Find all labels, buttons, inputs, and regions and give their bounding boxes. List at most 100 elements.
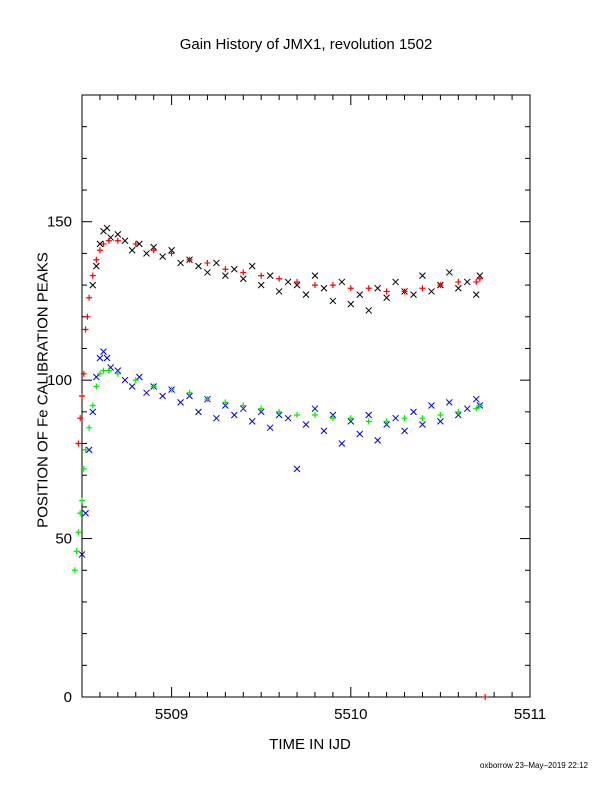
data-point bbox=[374, 437, 382, 444]
data-point bbox=[455, 408, 462, 415]
data-point bbox=[437, 417, 444, 425]
x-tick-label: 5509 bbox=[155, 706, 188, 723]
data-point bbox=[132, 240, 139, 247]
data-point bbox=[410, 291, 417, 298]
data-point bbox=[100, 348, 107, 355]
data-point bbox=[293, 465, 301, 473]
data-point bbox=[476, 275, 483, 282]
data-point bbox=[365, 411, 373, 419]
data-point bbox=[419, 272, 426, 279]
y-tick-label: 50 bbox=[55, 531, 72, 548]
data-point bbox=[401, 415, 408, 422]
data-point bbox=[186, 256, 193, 263]
data-point bbox=[463, 278, 471, 286]
data-point bbox=[284, 278, 292, 286]
data-point bbox=[121, 237, 129, 245]
data-point bbox=[275, 288, 283, 295]
data-point bbox=[96, 240, 104, 248]
data-point bbox=[347, 415, 354, 422]
data-point bbox=[419, 421, 426, 428]
chart-title: Gain History of JMX1, revolution 1502 bbox=[179, 36, 433, 53]
data-point bbox=[92, 262, 100, 270]
data-point bbox=[472, 291, 480, 298]
data-point bbox=[473, 278, 480, 285]
data-point bbox=[177, 259, 184, 267]
data-point bbox=[93, 383, 100, 390]
data-point bbox=[96, 247, 103, 254]
data-point bbox=[79, 393, 85, 399]
data-point bbox=[100, 367, 107, 374]
data-point bbox=[329, 297, 337, 305]
data-point bbox=[96, 354, 104, 362]
data-point bbox=[284, 414, 292, 422]
data-point bbox=[276, 275, 283, 282]
data-point bbox=[86, 424, 93, 431]
data-point bbox=[293, 281, 301, 289]
data-point bbox=[401, 288, 408, 295]
data-point bbox=[204, 396, 211, 403]
data-point bbox=[392, 278, 399, 286]
data-point bbox=[121, 376, 129, 384]
data-point bbox=[329, 411, 337, 419]
data-point bbox=[383, 421, 390, 428]
data-point bbox=[86, 294, 93, 301]
data-point bbox=[222, 272, 229, 279]
data-point bbox=[230, 411, 238, 419]
x-tick-label: 5510 bbox=[334, 706, 367, 723]
data-point bbox=[80, 370, 87, 377]
data-point bbox=[93, 256, 100, 263]
series-3 bbox=[71, 367, 483, 574]
data-point bbox=[294, 278, 301, 285]
data-point bbox=[454, 284, 462, 292]
data-point bbox=[428, 288, 435, 295]
data-point bbox=[428, 402, 435, 409]
data-point bbox=[150, 247, 157, 254]
data-point bbox=[84, 313, 91, 320]
data-point bbox=[248, 262, 256, 270]
data-point bbox=[248, 417, 256, 425]
data-point bbox=[347, 417, 355, 425]
data-point bbox=[419, 285, 426, 292]
data-point bbox=[473, 405, 480, 412]
x-tick-label: 5511 bbox=[514, 706, 546, 723]
data-point bbox=[437, 282, 444, 289]
data-point bbox=[463, 405, 471, 413]
data-point bbox=[347, 300, 355, 308]
data-point bbox=[275, 411, 283, 419]
data-point bbox=[78, 551, 86, 558]
data-point bbox=[276, 408, 283, 415]
data-point bbox=[103, 354, 111, 362]
data-point bbox=[338, 440, 346, 447]
data-point bbox=[482, 694, 489, 700]
data-point bbox=[114, 367, 122, 375]
data-point bbox=[114, 237, 121, 244]
data-point bbox=[92, 373, 100, 381]
data-point bbox=[168, 386, 175, 393]
data-point bbox=[89, 281, 97, 289]
y-tick-label: 0 bbox=[64, 689, 72, 706]
data-point bbox=[374, 284, 382, 292]
data-point bbox=[476, 272, 484, 279]
data-point bbox=[240, 269, 247, 276]
data-point bbox=[257, 408, 265, 416]
data-point bbox=[258, 405, 265, 412]
data-point bbox=[240, 402, 247, 409]
data-point bbox=[476, 402, 483, 409]
axis-tick-labels: 5509 5510 5511 0 50 100 150 bbox=[47, 214, 546, 723]
data-point bbox=[311, 272, 319, 279]
data-point bbox=[204, 259, 211, 266]
data-point bbox=[356, 291, 364, 298]
data-point bbox=[472, 395, 480, 403]
data-point bbox=[75, 440, 82, 447]
data-point bbox=[338, 278, 346, 286]
data-point bbox=[71, 567, 78, 574]
data-point bbox=[143, 389, 150, 397]
data-point bbox=[401, 427, 408, 435]
data-point bbox=[383, 288, 390, 295]
data-point bbox=[159, 392, 166, 400]
data-point bbox=[302, 291, 310, 298]
data-point bbox=[258, 272, 265, 279]
data-point bbox=[77, 415, 84, 422]
data-point bbox=[135, 373, 143, 381]
data-point bbox=[239, 405, 247, 413]
